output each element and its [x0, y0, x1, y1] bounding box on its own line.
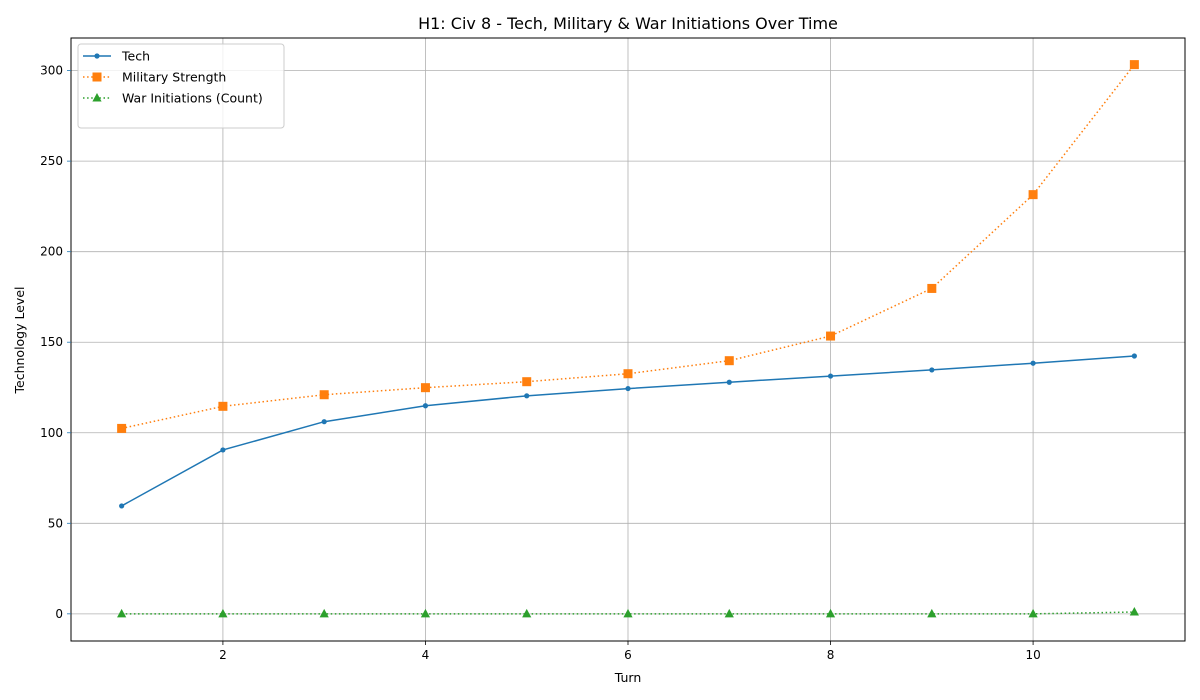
- x-axis-label: Turn: [614, 670, 642, 685]
- data-point: [1129, 607, 1139, 616]
- data-point: [522, 608, 532, 618]
- grid-layer: [71, 38, 1185, 641]
- data-point: [623, 608, 633, 618]
- data-point: [119, 503, 125, 509]
- x-tick-label: 4: [422, 648, 430, 662]
- data-point: [1131, 353, 1137, 359]
- data-point: [321, 419, 327, 425]
- legend: Tech Military Strength War Initiations (Co…: [77, 43, 285, 129]
- data-point: [218, 608, 228, 618]
- data-point: [420, 383, 430, 393]
- data-point: [623, 369, 633, 379]
- data-point: [724, 608, 734, 618]
- legend-label: Tech: [121, 49, 150, 64]
- y-tick-label: 100: [40, 426, 63, 440]
- data-point: [117, 423, 127, 433]
- data-point: [927, 608, 937, 618]
- x-tick-label: 8: [827, 648, 835, 662]
- y-tick-label: 200: [40, 245, 63, 259]
- data-point: [522, 377, 532, 387]
- legend-swatch-marker: [94, 53, 100, 59]
- data-point: [1028, 190, 1038, 200]
- legend-swatch-marker: [92, 93, 102, 102]
- data-point: [724, 356, 734, 366]
- y-tick-label: 50: [48, 516, 63, 530]
- series-1: [117, 60, 1139, 433]
- data-point: [927, 283, 937, 293]
- series-2: [117, 607, 1139, 618]
- data-point: [827, 373, 834, 379]
- series-line: [121, 611, 1135, 615]
- data-point: [420, 608, 431, 618]
- legend-label: Military Strength: [122, 70, 226, 85]
- legend-swatch-marker: [92, 72, 102, 82]
- data-point: [117, 608, 127, 618]
- y-tick-label: 0: [55, 607, 63, 621]
- data-point: [220, 447, 226, 453]
- chart-title: H1: Civ 8 - Tech, Military & War Initiat…: [418, 14, 838, 33]
- data-point: [625, 385, 631, 392]
- data-point: [929, 367, 935, 373]
- y-axis-label: Technology Level: [12, 287, 27, 395]
- data-point: [319, 390, 329, 400]
- data-point: [422, 403, 429, 409]
- y-tick-label: 150: [40, 335, 63, 349]
- data-point: [524, 393, 530, 399]
- series-line: [121, 64, 1135, 430]
- series-layer: [117, 60, 1139, 618]
- data-point: [1030, 360, 1036, 366]
- legend-box: [77, 43, 285, 129]
- y-tick-label: 300: [40, 64, 63, 78]
- data-point: [826, 331, 836, 341]
- data-point: [726, 379, 732, 385]
- x-tick-label: 10: [1025, 648, 1040, 662]
- x-tick-label: 6: [624, 648, 632, 662]
- data-point: [825, 608, 836, 618]
- data-point: [218, 401, 228, 411]
- data-point: [319, 608, 329, 618]
- series-0: [119, 353, 1137, 509]
- y-tick-label: 250: [40, 154, 63, 168]
- data-point: [1129, 60, 1139, 70]
- legend-label: War Initiations (Count): [122, 91, 263, 106]
- x-tick-label: 2: [219, 648, 227, 662]
- data-point: [1028, 608, 1038, 618]
